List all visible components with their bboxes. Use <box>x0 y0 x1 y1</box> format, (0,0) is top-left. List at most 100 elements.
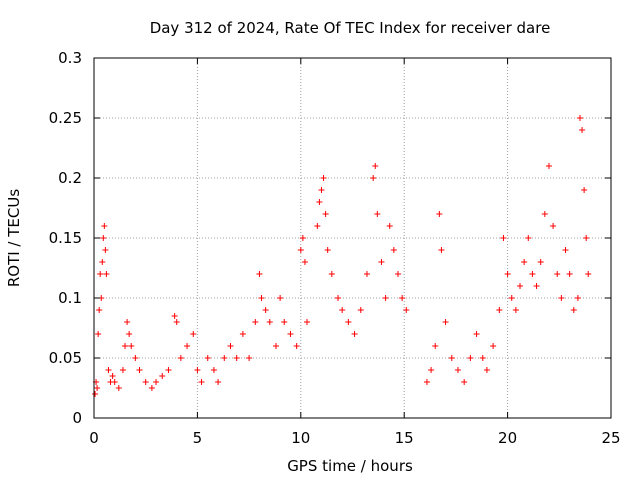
data-point <box>357 307 364 313</box>
data-point <box>111 379 118 385</box>
data-point <box>423 379 430 385</box>
data-point <box>541 211 548 217</box>
data-point <box>585 271 592 277</box>
data-point <box>281 319 288 325</box>
data-point <box>521 259 528 265</box>
data-point <box>374 211 381 217</box>
data-point <box>221 355 228 361</box>
data-point <box>550 223 557 229</box>
data-point <box>566 271 573 277</box>
data-point <box>227 343 234 349</box>
chart-title: Day 312 of 2024, Rate Of TEC Index for r… <box>150 19 551 37</box>
data-point <box>496 307 503 313</box>
data-point <box>99 259 106 265</box>
data-point <box>215 379 222 385</box>
x-tick-label: 0 <box>89 429 99 447</box>
data-point <box>382 295 389 301</box>
data-point <box>351 331 358 337</box>
data-point <box>136 367 143 373</box>
data-point <box>252 319 259 325</box>
data-point <box>537 259 544 265</box>
data-point <box>132 355 139 361</box>
data-point <box>533 283 540 289</box>
y-tick-label: 0.05 <box>49 349 82 367</box>
data-point <box>159 373 166 379</box>
data-point <box>562 247 569 253</box>
data-point <box>314 223 321 229</box>
data-point <box>204 355 211 361</box>
data-point <box>287 331 294 337</box>
data-point <box>545 163 552 169</box>
x-tick-label: 25 <box>601 429 620 447</box>
data-point <box>95 331 102 337</box>
data-point <box>461 379 468 385</box>
data-point <box>299 235 306 241</box>
data-point <box>148 385 155 391</box>
data-point <box>554 271 561 277</box>
data-point <box>142 379 149 385</box>
data-point <box>428 367 435 373</box>
data-point <box>94 385 101 391</box>
data-point <box>517 283 524 289</box>
data-point <box>103 271 110 277</box>
data-point <box>177 355 184 361</box>
data-point <box>171 313 178 319</box>
data-point <box>370 175 377 181</box>
data-point <box>233 355 240 361</box>
data-point <box>272 343 279 349</box>
data-point <box>372 163 379 169</box>
y-tick-label: 0.25 <box>49 109 82 127</box>
data-point <box>100 235 107 241</box>
data-point <box>293 343 300 349</box>
data-point <box>124 319 131 325</box>
data-point <box>322 211 329 217</box>
x-tick-label: 20 <box>498 429 517 447</box>
data-point <box>500 235 507 241</box>
data-point <box>318 187 325 193</box>
data-point <box>508 295 515 301</box>
data-point <box>96 307 103 313</box>
data-point <box>184 343 191 349</box>
data-point <box>328 271 335 277</box>
data-point <box>320 175 327 181</box>
data-point <box>570 307 577 313</box>
data-point <box>153 379 160 385</box>
data-point <box>467 355 474 361</box>
data-point <box>277 295 284 301</box>
data-point <box>92 391 99 397</box>
data-point <box>198 379 205 385</box>
data-point <box>97 271 104 277</box>
data-point <box>109 373 116 379</box>
y-tick-label: 0 <box>72 409 82 427</box>
data-point <box>378 259 385 265</box>
data-point <box>297 247 304 253</box>
data-point <box>122 343 129 349</box>
data-point <box>165 367 172 373</box>
data-point <box>479 355 486 361</box>
data-point <box>576 115 583 121</box>
data-point <box>432 343 439 349</box>
data-point <box>525 235 532 241</box>
data-point <box>101 223 108 229</box>
y-axis-label: ROTI / TECUs <box>5 189 23 287</box>
x-tick-label: 5 <box>193 429 203 447</box>
data-point <box>386 223 393 229</box>
data-point <box>438 247 445 253</box>
x-tick-label: 10 <box>291 429 310 447</box>
data-point <box>448 355 455 361</box>
data-point <box>403 307 410 313</box>
data-point <box>105 367 112 373</box>
data-point <box>335 295 342 301</box>
data-point <box>529 271 536 277</box>
data-point <box>256 271 263 277</box>
data-point <box>102 247 109 253</box>
data-point <box>490 343 497 349</box>
data-point <box>473 331 480 337</box>
data-point <box>119 367 126 373</box>
data-point <box>115 385 122 391</box>
data-point <box>266 319 273 325</box>
data-point <box>324 247 331 253</box>
data-point <box>126 331 133 337</box>
data-point <box>512 307 519 313</box>
